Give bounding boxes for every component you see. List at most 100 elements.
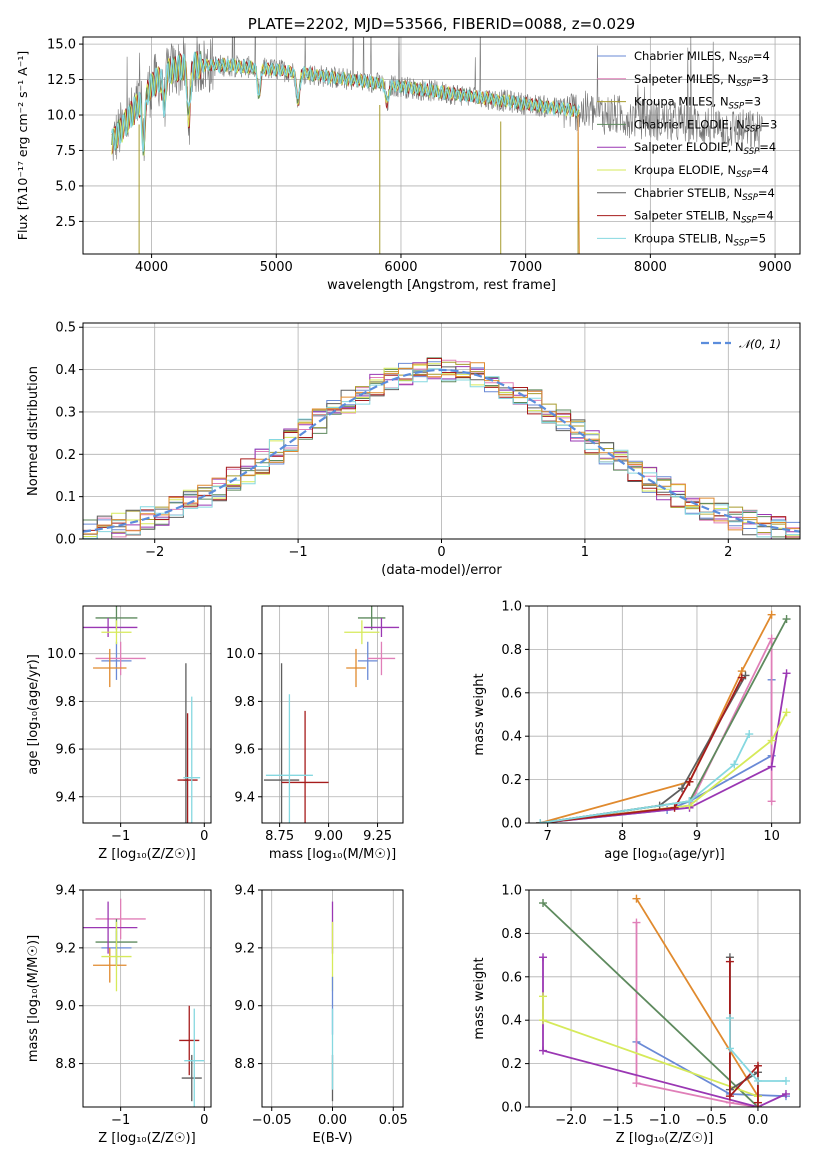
- marker-SE: [539, 1046, 548, 1055]
- y-tick-label: 0.4: [501, 1014, 522, 1029]
- x-tick-label: −2: [145, 545, 164, 560]
- marker-CE: [539, 899, 548, 908]
- x-tick-label: −1: [111, 829, 130, 844]
- x-tick-label: 9000: [759, 260, 792, 275]
- axes-spectrum: 4000 5000 6000 7000 8000 9000 2.5 5.0 7.5 10.0 12.…: [15, 15, 801, 293]
- histogram-orange: [83, 362, 800, 535]
- legend-entry: Salpeter ELODIE, NSSP=4: [634, 140, 776, 157]
- series-line-orange: [635, 898, 759, 1097]
- y-tick-label: 1.0: [501, 600, 522, 615]
- y-tick-label: 8.8: [234, 1057, 255, 1072]
- model-spike: [577, 115, 580, 254]
- axes-age-vs-Z: −1 0 9.4 9.6 9.8 10.0 Z [log₁₀(Z/Z☉)] age [log₁…: [26, 605, 212, 862]
- y-tick-label: 7.5: [55, 144, 76, 159]
- axes-frame: [82, 36, 801, 255]
- y-tick-label: 0.1: [55, 490, 76, 505]
- chart-title: PLATE=2202, MJD=53566, FIBERID=0088, z=0…: [248, 15, 635, 33]
- y-tick-label: 0.6: [501, 686, 522, 701]
- x-tick-label: 8: [618, 829, 626, 844]
- x-tick-label: 0: [200, 829, 208, 844]
- x-tick-label: −1: [289, 545, 308, 560]
- series-line-KE: [542, 996, 759, 1107]
- x-tick-label: −1.0: [649, 1113, 681, 1128]
- series-line-KS: [540, 733, 751, 823]
- marker-KS: [730, 760, 739, 769]
- x-tick-label: 0.0: [748, 1113, 769, 1128]
- series-line-SS: [540, 677, 743, 823]
- series-line-SS: [729, 961, 759, 1103]
- x-tick-label: 0.00: [318, 1113, 347, 1128]
- axes-frame: [528, 605, 801, 824]
- y-tick-label: 9.6: [234, 743, 255, 758]
- y-tick-label: 9.2: [234, 941, 255, 956]
- legend-entry: Salpeter STELIB, NSSP=4: [634, 209, 774, 226]
- y-tick-label: 0.8: [501, 927, 522, 942]
- marker-SE: [782, 669, 791, 678]
- x-tick-label: 8000: [634, 260, 667, 275]
- y-tick-label: 0.4: [501, 730, 522, 745]
- y-tick-label: 1.0: [501, 884, 522, 899]
- marker-SS: [753, 1061, 762, 1070]
- marker-KS: [685, 797, 694, 806]
- plot-area: [539, 894, 790, 1107]
- x-tick-label: 7000: [509, 260, 542, 275]
- x-axis-label: wavelength [Angstrom, rest frame]: [327, 278, 556, 293]
- x-axis-label: (data-model)/error: [381, 563, 502, 578]
- y-tick-label: 9.4: [234, 884, 255, 899]
- marker-SS: [725, 957, 734, 966]
- y-tick-label: 9.6: [55, 743, 76, 758]
- normal-curve: [83, 368, 800, 533]
- axes-mass-vs-EBV: −0.05 0.00 0.05 8.8 9.0 9.2 9.4 E(B-V): [234, 884, 407, 1147]
- y-tick-label: 0.0: [501, 1101, 522, 1116]
- legend-entry: Kroupa ELODIE, NSSP=4: [634, 163, 769, 180]
- x-tick-label: −1: [111, 1113, 130, 1128]
- x-tick-label: 9.25: [363, 829, 392, 844]
- grid: [529, 889, 800, 1108]
- axes-weight-vs-age: 7 8 9 10 0.0 0.2 0.4 0.6 0.8 1.0 age [log₁₀(age/yr…: [472, 600, 801, 862]
- y-axis-label: Normed distribution: [26, 366, 41, 496]
- marker-KE: [782, 708, 791, 717]
- x-axis-label: E(B-V): [312, 1131, 352, 1146]
- marker-orange: [632, 894, 641, 903]
- x-tick-label: 0.05: [379, 1113, 408, 1128]
- x-tick-label: 4000: [135, 260, 168, 275]
- y-tick-label: 0.0: [501, 817, 522, 832]
- marker-KS: [753, 1076, 762, 1085]
- series-line-SM: [540, 638, 773, 823]
- x-axis-label: mass [log₁₀(M/M☉)]: [269, 847, 396, 862]
- marker-KS: [745, 730, 754, 739]
- y-axis-label: Flux [fλ10⁻¹⁷ erg cm⁻² s⁻¹ A⁻¹]: [15, 51, 30, 240]
- y-tick-label: 0.2: [501, 1057, 522, 1072]
- plot-area: [83, 606, 201, 823]
- x-tick-label: 10: [763, 829, 780, 844]
- marker-SS: [737, 673, 746, 682]
- plot-area: [83, 898, 205, 1107]
- axes-age-vs-mass: 8.75 9.00 9.25 9.4 9.6 9.8 10.0 mass [log₁₀(M/M…: [226, 605, 404, 862]
- y-axis-label: age [log₁₀(age/yr)]: [26, 654, 41, 775]
- marker-SM: [767, 634, 776, 643]
- model-spectrum-KE: [111, 52, 580, 156]
- marker-CE: [782, 615, 791, 624]
- y-tick-label: 0.4: [55, 363, 76, 378]
- y-tick-label: 9.0: [234, 999, 255, 1014]
- series-line-CE: [542, 902, 759, 1107]
- series-line-CS: [540, 674, 747, 823]
- model-spectrum-KS: [111, 51, 580, 152]
- axes-mass-vs-Z: −1 0 8.8 9.0 9.2 9.4 Z [log₁₀(Z/Z☉)] mass [log₁…: [26, 884, 212, 1146]
- marker-KE: [539, 1016, 548, 1025]
- y-tick-label: 12.5: [47, 73, 76, 88]
- x-tick-label: 7: [544, 829, 552, 844]
- y-axis-label: mass weight: [472, 673, 487, 755]
- y-tick-label: 9.4: [55, 884, 76, 899]
- marker-KS: [536, 819, 545, 823]
- marker-SE: [539, 953, 548, 962]
- y-tick-label: 0.2: [55, 448, 76, 463]
- y-tick-label: 9.4: [55, 790, 76, 805]
- y-tick-label: 15.0: [47, 38, 76, 53]
- y-tick-label: 8.8: [55, 1057, 76, 1072]
- y-tick-label: 5.0: [55, 179, 76, 194]
- y-tick-label: 0.2: [501, 773, 522, 788]
- x-tick-label: 2: [724, 545, 732, 560]
- axes-frame: [82, 889, 212, 1108]
